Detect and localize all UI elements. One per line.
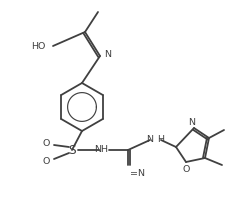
Text: O: O <box>43 156 50 165</box>
Text: O: O <box>43 138 50 148</box>
Text: =N: =N <box>130 169 145 178</box>
Text: H: H <box>157 136 164 145</box>
Text: H: H <box>101 146 108 154</box>
Text: HO: HO <box>31 42 45 50</box>
Text: N: N <box>188 117 196 126</box>
Text: S: S <box>68 143 76 156</box>
Text: O: O <box>182 165 190 175</box>
Text: N: N <box>104 49 111 59</box>
Text: N: N <box>94 146 101 154</box>
Text: N: N <box>146 136 153 145</box>
